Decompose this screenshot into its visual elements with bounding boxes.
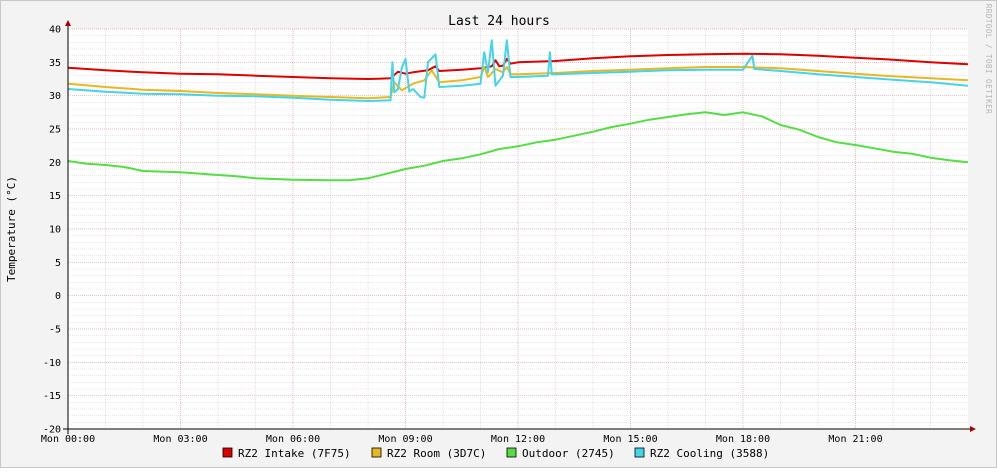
rrdtool-watermark: RRDTOOL / TOBI OETIKER xyxy=(984,4,993,114)
x-tick-label: Mon 06:00 xyxy=(266,434,320,445)
legend-label: Outdoor (2745) xyxy=(522,447,615,460)
x-tick-label: Mon 00:00 xyxy=(41,434,95,445)
y-tick-label: 40 xyxy=(49,25,61,36)
y-tick-label: 0 xyxy=(55,291,61,302)
legend-swatch xyxy=(506,447,517,458)
y-axis-arrow xyxy=(65,20,71,26)
legend-swatch xyxy=(634,447,645,458)
y-tick-label: 10 xyxy=(49,225,61,236)
x-tick-label: Mon 12:00 xyxy=(491,434,545,445)
y-tick-label: 5 xyxy=(55,258,61,269)
axes xyxy=(63,20,976,434)
legend: RZ2 Intake (7F75) RZ2 Room (3D7C) Outdoor … xyxy=(222,447,769,460)
y-tick-label: 35 xyxy=(49,58,61,69)
y-tick-label: 20 xyxy=(49,158,61,169)
chart-title: Last 24 hours xyxy=(448,14,550,29)
x-tick-label: Mon 18:00 xyxy=(716,434,770,445)
legend-label: RZ2 Intake (7F75) xyxy=(238,447,351,460)
series-line-3 xyxy=(67,111,969,182)
y-tick-label: -20 xyxy=(43,425,61,436)
series-line-4 xyxy=(67,39,969,102)
x-tick-label: Mon 21:00 xyxy=(828,434,882,445)
y-tick-label: 25 xyxy=(49,125,61,136)
y-tick-label: -10 xyxy=(43,358,61,369)
x-axis-arrow xyxy=(970,426,976,432)
x-tick-labels: Mon 00:00 Mon 03:00 Mon 06:00 Mon 09:00 Mon … xyxy=(41,434,883,445)
x-tick-label: Mon 03:00 xyxy=(153,434,207,445)
series-lines xyxy=(67,39,969,182)
legend-swatch xyxy=(371,447,382,458)
x-tick-label: Mon 09:00 xyxy=(378,434,432,445)
legend-swatch xyxy=(222,447,233,458)
y-tick-label: 30 xyxy=(49,91,61,102)
series-line-1 xyxy=(67,52,969,80)
legend-label: RZ2 Room (3D7C) xyxy=(387,447,486,460)
x-tick-label: Mon 15:00 xyxy=(603,434,657,445)
y-tick-label: 15 xyxy=(49,191,61,202)
y-axis-label: Temperature (°C) xyxy=(5,176,18,282)
y-tick-label: -5 xyxy=(49,325,61,336)
y-tick-label: -15 xyxy=(43,391,61,402)
y-tick-labels: 40 35 30 25 20 15 10 5 0 -5 -10 -15 -20 xyxy=(43,25,61,436)
series-line-2 xyxy=(67,66,969,100)
legend-label: RZ2 Cooling (3588) xyxy=(650,447,769,460)
